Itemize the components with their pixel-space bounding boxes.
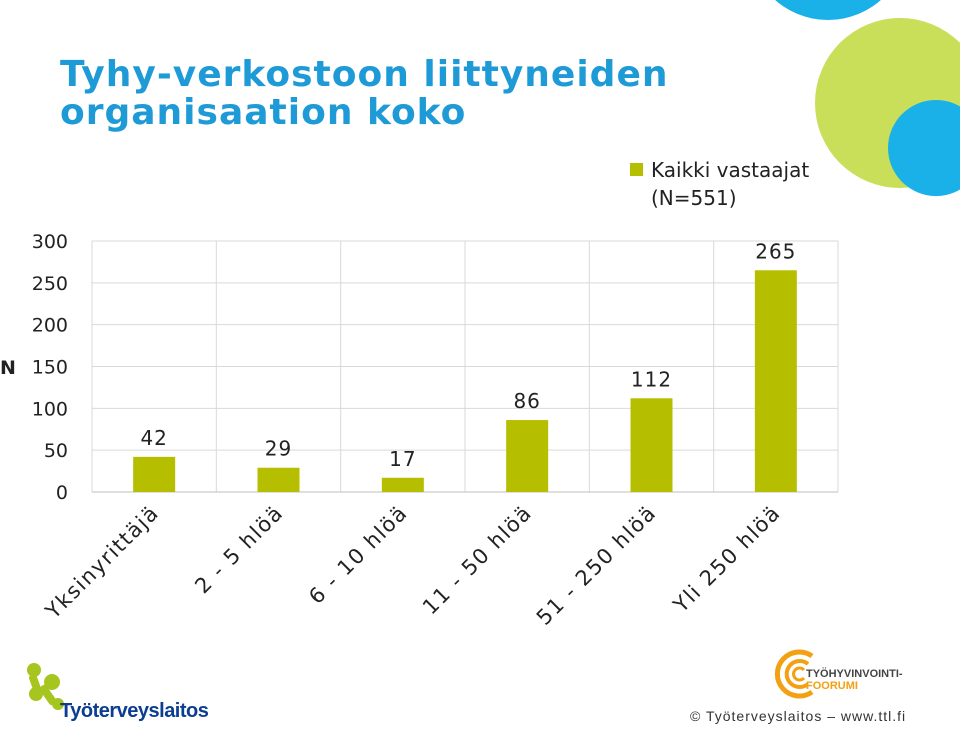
y-tick-label: 250 [32, 273, 68, 295]
ttl-logo-icon [27, 663, 64, 710]
x-tick-label: 6 - 10 hlöä [304, 501, 412, 609]
decor-circle-blue [888, 100, 960, 196]
forum-line-1: TYÖHYVINVOINTI- [806, 668, 903, 680]
legend: Kaikki vastaajat (N=551) [630, 156, 809, 212]
bar [133, 456, 176, 492]
legend-label-1: Kaikki vastaajat [651, 158, 810, 182]
y-tick-label: 200 [32, 315, 68, 337]
y-tick-label: 300 [32, 231, 68, 253]
forum-line-2: FOORUMI [806, 680, 858, 692]
y-tick-label: 100 [32, 398, 68, 420]
data-label: 112 [631, 367, 672, 391]
legend-swatch [630, 163, 643, 176]
x-tick-label: 11 - 50 hlöä [418, 501, 537, 620]
copyright: © Työterveyslaitos – www.ttl.fi [690, 708, 907, 724]
y-tick-label: 150 [32, 357, 68, 379]
data-label: 17 [389, 447, 416, 471]
y-axis-label: N [0, 357, 16, 379]
legend-entry: Kaikki vastaajat [630, 156, 809, 184]
brand-name: Työterveyslaitos [60, 700, 209, 722]
data-label: 42 [140, 426, 167, 450]
title-line-2: organisaation koko [60, 92, 467, 133]
ttl-logo [22, 660, 72, 720]
title-line-1: Tyhy-verkostoon liittyneiden [60, 54, 669, 95]
x-tick-label: Yksinyrittäjä [40, 501, 163, 624]
bar [257, 467, 300, 492]
legend-label-2: (N=551) [651, 186, 737, 210]
x-tick-label: 51 - 250 hlöä [532, 501, 661, 630]
chart-title: Tyhy-verkostoon liittyneiden organisaati… [60, 56, 720, 132]
x-tick-label: 2 - 5 hlöä [190, 501, 288, 599]
data-label: 86 [513, 389, 540, 413]
y-tick-label: 0 [56, 482, 68, 504]
bar-chart: 0 50 100 150 200 250 300 N 42 Yksinyrittäjä 29 2 - … [0, 231, 839, 630]
bar [754, 270, 797, 492]
data-label: 265 [755, 239, 796, 263]
y-tick-label: 50 [44, 440, 68, 462]
bar [506, 420, 549, 492]
data-label: 29 [265, 437, 292, 461]
forum-logo-text: TYÖHYVINVOINTI- FOORUMI [806, 668, 903, 692]
forum-logo-icon [774, 649, 814, 699]
bar [381, 477, 424, 492]
bar [630, 398, 673, 492]
x-tick-label: Yli 250 hlöä [668, 501, 785, 618]
